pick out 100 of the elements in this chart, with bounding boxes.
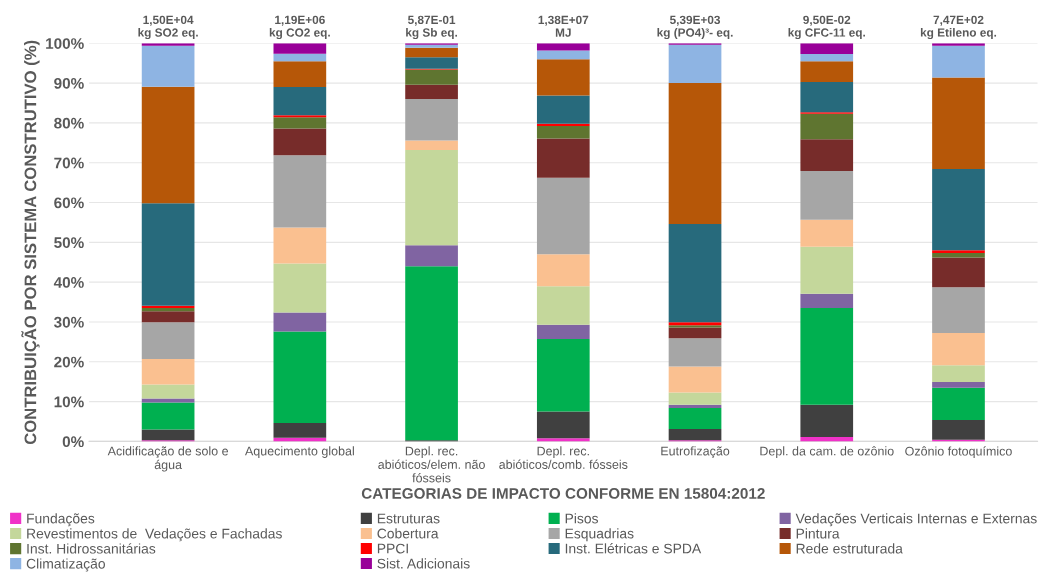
y-tick-label: 80% [54, 117, 84, 129]
bar [273, 263, 327, 313]
bar [141, 429, 195, 441]
bar [932, 253, 985, 258]
bar [536, 339, 590, 412]
legend-label: Fundações [27, 513, 95, 527]
bar [405, 69, 458, 85]
bar [273, 423, 327, 438]
y-tick-label: 100% [46, 38, 84, 49]
bar [800, 219, 854, 247]
bar [800, 81, 854, 113]
bar [668, 224, 722, 323]
x-tick-label: Aquecimento global [244, 446, 354, 458]
bar [668, 404, 722, 408]
annotation: 9,50E-02 kg CFC-11 eq. [788, 15, 865, 40]
bar [932, 387, 985, 420]
y-tick-label: 50% [54, 237, 84, 249]
bar [668, 429, 722, 441]
annotation: 1,38E+07 MJ [538, 15, 589, 37]
bar [932, 257, 985, 288]
y-tick-label: 30% [53, 316, 84, 328]
bar [668, 327, 722, 339]
bar [800, 113, 854, 140]
legend-label: Pintura [796, 528, 840, 539]
bar [405, 266, 458, 441]
bar [800, 171, 854, 220]
bar [932, 382, 985, 388]
bar [141, 358, 195, 385]
annotation: 7,47E+02 kg Etileno eq. [920, 15, 997, 40]
bar [405, 99, 458, 141]
bar [932, 250, 985, 254]
x-tick-label: Eutrofização [661, 446, 730, 458]
bar [536, 95, 590, 124]
legend-label: Esquadrias [565, 528, 634, 542]
annotation: 1,50E+04 kg SO2 eq. [138, 15, 198, 40]
bar [800, 61, 854, 82]
bar [273, 87, 327, 116]
bar [141, 398, 195, 403]
legend-label: Inst. Elétricas e SPDA [565, 543, 702, 554]
legend-label: Estruturas [377, 513, 440, 524]
x-tick-label: Acidificação de solo e água [107, 446, 229, 472]
y-tick-label: 70% [54, 157, 84, 169]
bar [405, 57, 458, 69]
bar [800, 437, 854, 442]
bar [800, 54, 854, 62]
annotation: 5,39E+03 kg (PO4)³- eq. [657, 15, 733, 40]
bar [668, 44, 722, 84]
bar [800, 139, 854, 172]
x-tick-label: Depl. rec. abióticos/elem. não fósseis [378, 446, 485, 483]
bar [273, 61, 327, 88]
y-axis-title: CONTRIBUIÇÃO POR SISTEMA CONSTRUTIVO (%) [21, 40, 40, 445]
bar [536, 324, 590, 340]
bar [932, 287, 985, 334]
bar [273, 227, 327, 264]
bar [800, 293, 854, 309]
legend-label: Inst. Hidrossanitárias [27, 543, 156, 554]
bar [536, 177, 590, 255]
annotation: 1,19E+06 kg CO2 eq. [269, 15, 330, 40]
bar [932, 45, 985, 78]
bar [405, 84, 458, 100]
bar [800, 246, 854, 294]
bar [800, 404, 854, 438]
y-tick-label: 90% [54, 77, 84, 89]
bar [273, 128, 327, 156]
y-tick-label: 10% [54, 396, 84, 408]
bar [668, 392, 722, 405]
bar [932, 169, 985, 251]
bar [273, 312, 327, 332]
x-tick-label: Ozônio fotoquímico [905, 446, 1012, 459]
bar [405, 245, 458, 267]
legend-label: Vedações Verticais Internas e Externas [795, 513, 1037, 527]
bar [141, 384, 195, 399]
bar [405, 47, 458, 58]
bar [932, 333, 985, 366]
bar [536, 286, 590, 325]
bar [668, 407, 722, 430]
bar [273, 331, 327, 424]
bar [536, 411, 590, 439]
legend-label: Cobertura [377, 528, 439, 539]
legend-label: Sist. Adicionais [377, 558, 470, 569]
bar [141, 311, 195, 323]
y-tick-label: 0% [62, 436, 84, 448]
bar [273, 53, 327, 62]
legend-label: Revestimentos de Vedações e Fachadas [27, 528, 282, 542]
bar [141, 45, 195, 87]
bar [141, 86, 195, 204]
bar [536, 438, 590, 442]
bar [273, 155, 327, 228]
bar [536, 50, 590, 60]
bar [273, 43, 327, 54]
x-tick-label: Depl. rec. abióticos/comb. fósseis [499, 446, 628, 469]
x-tick-label: Depl. da cam. de ozônio [760, 446, 894, 458]
legend-label: Rede estruturada [796, 543, 903, 554]
bar [141, 203, 195, 306]
bar [800, 308, 854, 405]
y-tick-label: 20% [54, 356, 84, 368]
x-axis-title: CATEGORIAS DE IMPACTO CONFORME EN 15804:2012 [361, 488, 765, 499]
y-tick-label: 40% [53, 277, 84, 288]
bar [405, 149, 458, 246]
bar [800, 43, 854, 55]
